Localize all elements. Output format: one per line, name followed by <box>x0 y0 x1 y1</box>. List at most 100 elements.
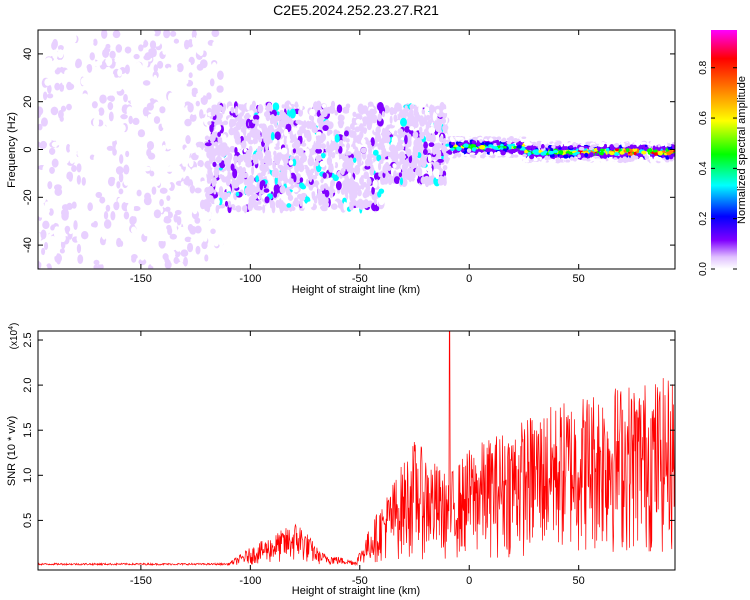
heatmap-cell <box>188 258 194 267</box>
heatmap-cell <box>252 137 258 145</box>
heatmap-cell <box>153 204 158 210</box>
heatmap-cell <box>500 150 506 156</box>
heatmap-cell <box>621 142 625 148</box>
heatmap-cell <box>413 153 418 163</box>
heatmap-cell <box>49 75 55 82</box>
heatmap-cell <box>405 171 412 181</box>
heatmap-cell <box>54 266 61 269</box>
heatmap-cell <box>242 120 247 130</box>
heatmap-cell <box>254 143 259 149</box>
heatmap-cell <box>508 149 515 154</box>
heatmap-cell <box>360 174 364 181</box>
heatmap-cell <box>38 123 43 131</box>
heatmap-cell <box>354 164 361 175</box>
heatmap-cell <box>343 108 348 114</box>
heatmap-cell <box>42 91 48 101</box>
heatmap-cell <box>165 115 171 123</box>
heatmap-cell <box>237 173 243 182</box>
heatmap-cell <box>433 177 437 185</box>
heatmap-cell <box>270 119 274 125</box>
heatmap-cell <box>264 149 272 157</box>
heatmap-cell <box>53 114 59 123</box>
heatmap-cell <box>646 148 653 153</box>
heatmap-cell <box>192 207 198 215</box>
heatmap-cell <box>189 113 197 122</box>
heatmap-cell <box>307 142 313 149</box>
snr-x-tick-label-2: -50 <box>352 575 368 587</box>
heatmap-cell <box>131 254 138 260</box>
heatmap-cell <box>288 159 294 166</box>
heatmap-cell <box>65 45 73 52</box>
heatmap-cell <box>202 233 208 243</box>
heatmap-cell <box>289 108 296 119</box>
heatmap-cell <box>116 133 123 143</box>
heatmap-cell <box>69 196 75 204</box>
heatmap-cell <box>107 95 115 102</box>
heatmap-cell <box>293 174 297 183</box>
heatmap-cell <box>42 207 50 215</box>
heatmap-cell <box>99 94 107 104</box>
heatmap-cell <box>103 116 110 126</box>
heatmap-cell <box>342 134 347 142</box>
heatmap-cell <box>428 142 435 148</box>
heatmap-cell <box>496 136 502 140</box>
heatmap-cell <box>234 135 241 145</box>
heatmap-cell <box>386 124 391 130</box>
heatmap-cell <box>463 143 469 148</box>
heatmap-cell <box>306 201 314 208</box>
heatmap-cell <box>184 236 192 243</box>
heatmap-cell <box>400 154 407 160</box>
heatmap-cell <box>237 165 244 176</box>
heatmap-cell <box>356 154 362 163</box>
heatmap-cell <box>151 186 157 195</box>
heatmap-cell <box>213 240 219 247</box>
heatmap-cell <box>281 104 285 109</box>
heatmap-cell <box>469 154 476 158</box>
heatmap-cell <box>106 145 114 151</box>
heatmap-cell <box>368 108 375 118</box>
heatmap-cell <box>79 166 87 174</box>
heatmap-cell <box>88 91 95 100</box>
heatmap-cell <box>622 159 628 163</box>
heatmap-cell <box>81 56 89 65</box>
heatmap-cell <box>609 151 615 156</box>
heatmap-cell <box>138 93 146 99</box>
heatmap-cell <box>166 224 172 231</box>
heatmap-cell <box>340 187 346 195</box>
heatmap-cell <box>112 30 121 39</box>
heatmap-cell <box>650 140 655 146</box>
heatmap-cell <box>204 254 209 262</box>
heatmap-cell <box>177 261 184 269</box>
heatmap-cell <box>421 109 425 115</box>
heatmap-cell <box>241 172 249 179</box>
heatmap-cell <box>551 145 556 149</box>
heatmap-cell <box>337 119 345 126</box>
heatmap-cell <box>59 177 65 186</box>
heatmap-cell <box>154 161 161 168</box>
heatmap-cell <box>274 155 280 164</box>
snr-ylabel: SNR (10 * v/v) <box>6 416 18 486</box>
snr-x-tick-label-0: -150 <box>130 575 152 587</box>
heatmap-cell <box>526 145 532 151</box>
heatmap-cell <box>234 105 239 116</box>
heatmap-cell <box>355 134 363 144</box>
heatmap-cell <box>92 117 100 128</box>
heatmap-cell <box>573 147 577 151</box>
heatmap-cell <box>54 226 60 233</box>
heatmap-cell <box>195 100 200 107</box>
heatmap-cell <box>44 242 49 250</box>
heatmap-cell <box>366 153 373 161</box>
heatmap-cell <box>275 199 281 209</box>
heatmap-cell <box>451 141 455 146</box>
heatmap-cell <box>434 120 439 125</box>
heatmap-cell <box>253 114 260 121</box>
heatmap-cell <box>442 127 448 134</box>
heatmap-cell <box>189 184 196 194</box>
heatmap-cell <box>61 79 67 86</box>
heatmap-cell <box>49 166 55 174</box>
heatmap-cell <box>558 150 564 155</box>
heatmap-cell <box>155 90 163 98</box>
heatmap-cell <box>380 143 385 148</box>
heatmap-cell <box>262 204 266 214</box>
heatmap-cell <box>322 107 328 118</box>
